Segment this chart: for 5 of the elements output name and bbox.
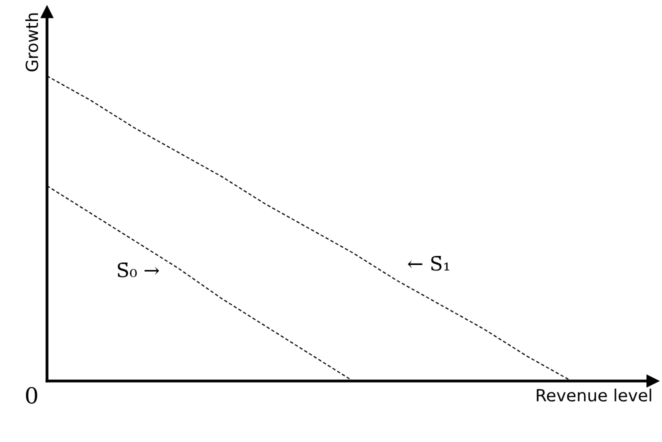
series-label: S̄₀ → xyxy=(118,262,160,278)
x-axis-title: Revenue level xyxy=(536,388,652,402)
y-axis-title: Growth xyxy=(25,13,38,72)
series-label: ← S̄₁ xyxy=(408,256,450,271)
text: 0 xyxy=(26,386,38,404)
